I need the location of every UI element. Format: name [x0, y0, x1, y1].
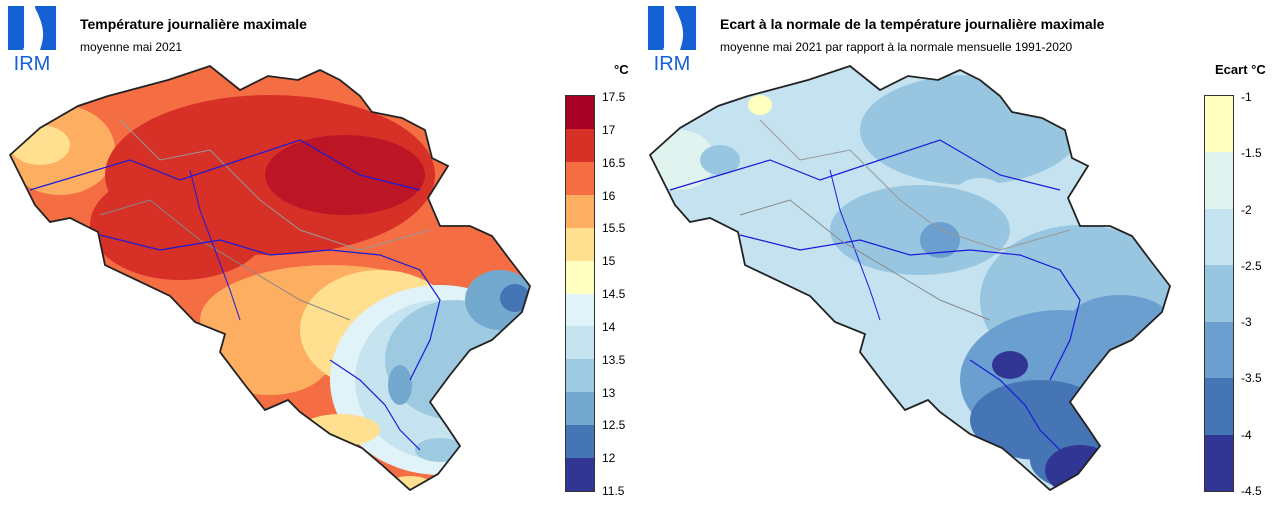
legend-swatch	[566, 425, 594, 459]
irm-logo: IRM	[8, 5, 56, 72]
legend-swatch	[1205, 152, 1233, 209]
legend-tick-label: -1	[1241, 90, 1252, 104]
map-subtitle: moyenne mai 2021	[80, 40, 183, 54]
panel-temperature-anomaly: IRM Ecart à la normale de la température…	[640, 0, 1280, 507]
legend-tick-label: 14	[602, 319, 616, 334]
legend-tick-label: -3	[1241, 315, 1252, 330]
legend-swatch	[566, 458, 594, 492]
legend-tick-label: -3.5	[1241, 371, 1262, 386]
color-legend	[565, 95, 595, 492]
legend-swatch	[1205, 96, 1233, 153]
legend-tick-label: 14.5	[602, 287, 626, 301]
map-title: Ecart à la normale de la température jou…	[720, 16, 1105, 32]
legend-tick-label: 17.5	[602, 90, 626, 104]
svg-text:IRM: IRM	[14, 53, 51, 72]
legend-tick-label: 13.5	[602, 352, 626, 367]
legend-swatch	[566, 194, 594, 228]
legend-tick-label: 12.5	[602, 418, 626, 433]
legend-tick-label: -2.5	[1241, 258, 1262, 273]
legend-swatch	[566, 359, 594, 393]
legend-tick-label: 15.5	[602, 221, 626, 236]
legend-tick-label: 11.5	[602, 484, 625, 498]
map-subtitle: moyenne mai 2021 par rapport à la normal…	[720, 40, 1073, 54]
panel-max-temperature: IRM Température journalière maximale moy…	[8, 5, 629, 498]
legend-tick-label: 12	[602, 451, 616, 466]
legend-tick-label: 17	[602, 122, 616, 137]
legend-swatch	[566, 392, 594, 426]
legend-tick-label: -4	[1241, 427, 1252, 442]
svg-text:IRM: IRM	[654, 53, 691, 72]
legend-swatch	[566, 293, 594, 327]
legend-swatch	[1205, 434, 1233, 491]
legend-unit: °C	[614, 62, 629, 77]
legend-swatch	[566, 161, 594, 195]
legend-swatch	[566, 326, 594, 360]
legend-swatch	[566, 128, 594, 162]
legend-unit: Ecart °C	[1215, 62, 1266, 77]
legend-swatch	[1205, 378, 1233, 435]
legend-swatch	[1205, 265, 1233, 322]
map-title: Température journalière maximale	[80, 16, 307, 32]
color-legend	[1204, 95, 1234, 492]
legend-tick-label: -1.5	[1241, 146, 1262, 161]
legend-swatch	[1205, 208, 1233, 266]
legend-tick-label: -4.5	[1241, 484, 1262, 498]
legend-swatch	[1205, 321, 1233, 379]
legend-swatch	[566, 260, 594, 294]
legend-swatch	[566, 96, 594, 129]
legend-tick-label: 16.5	[602, 155, 626, 170]
legend-tick-label: 16	[602, 188, 616, 203]
legend-tick-label: 13	[602, 385, 616, 400]
legend-swatch	[566, 227, 594, 261]
legend-tick-label: 15	[602, 254, 616, 269]
legend-tick-label: -2	[1241, 202, 1252, 217]
irm-logo: IRM	[648, 5, 696, 72]
belgium-map	[8, 64, 531, 492]
belgium-map	[648, 64, 1171, 492]
